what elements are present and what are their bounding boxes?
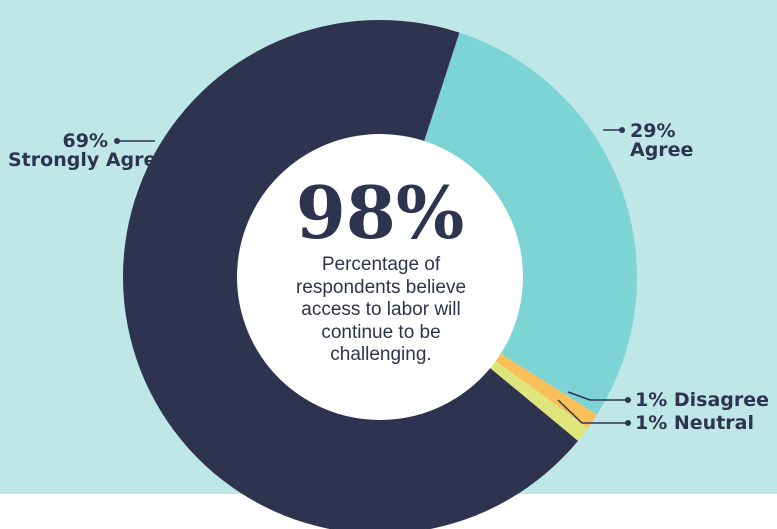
label-neutral-value: 1% [635,412,668,434]
leader-disagree [567,391,628,401]
label-strongly-agree-value: 69% [62,130,108,152]
leader-neutral [557,399,628,424]
donut-hole [237,134,523,420]
leader-neutral-dot [625,420,631,426]
label-neutral: 1% Neutral [635,414,754,433]
label-disagree-value: 1% [635,389,668,411]
label-agree-value: 29% [630,120,676,142]
label-disagree: 1% Disagree [635,391,769,410]
center-description: Percentage of respondents believe access… [295,254,467,365]
label-neutral-text: Neutral [673,412,754,434]
label-disagree-text: Disagree [673,389,770,411]
leader-disagree-dot [625,397,631,403]
center-stat: 98% [296,170,465,255]
label-agree-text: Agree [630,139,694,161]
label-strongly-agree-text: Strongly Agree [8,149,170,171]
leader-lines [114,127,631,426]
label-agree: 29% Agree [630,122,693,160]
leader-agree-dot [619,127,625,133]
label-strongly-agree: 69% Strongly Agree [8,130,170,171]
leader-strongly-agree-dot [114,138,120,144]
